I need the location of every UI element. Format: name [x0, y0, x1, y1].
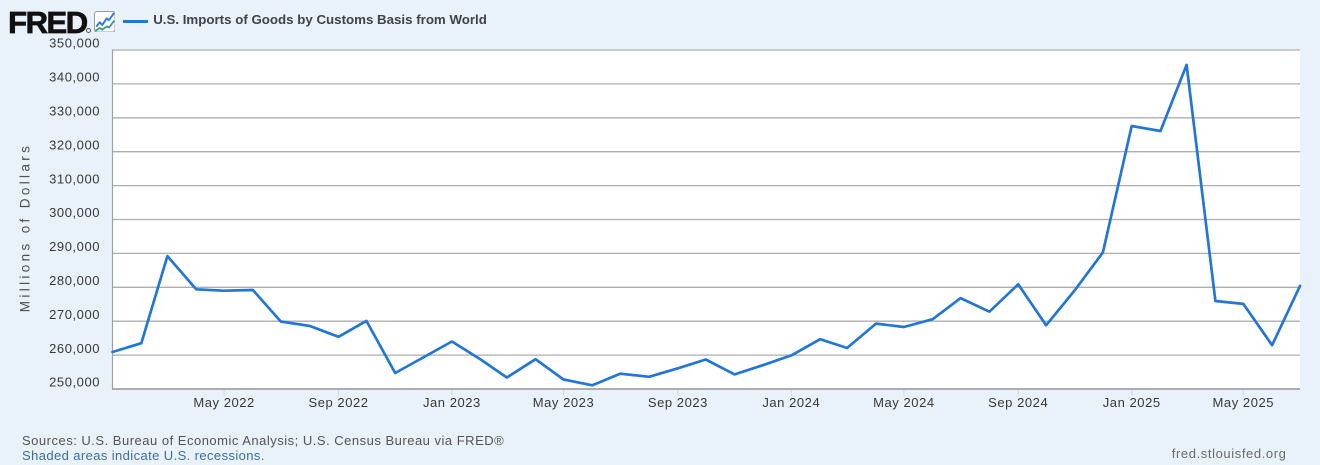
svg-text:310,000: 310,000	[49, 171, 100, 186]
svg-text:Sep 2023: Sep 2023	[648, 395, 708, 410]
svg-text:250,000: 250,000	[49, 375, 100, 390]
svg-text:May 2025: May 2025	[1213, 395, 1275, 410]
svg-text:290,000: 290,000	[49, 239, 100, 254]
svg-text:Sep 2024: Sep 2024	[988, 395, 1048, 410]
svg-text:May 2024: May 2024	[873, 395, 935, 410]
svg-text:Jan 2023: Jan 2023	[423, 395, 481, 410]
svg-text:Sep 2022: Sep 2022	[308, 395, 368, 410]
svg-text:280,000: 280,000	[49, 273, 100, 288]
svg-text:330,000: 330,000	[49, 104, 100, 119]
svg-text:Jan 2025: Jan 2025	[1103, 395, 1161, 410]
svg-text:260,000: 260,000	[49, 341, 100, 356]
svg-text:May 2023: May 2023	[533, 395, 595, 410]
svg-text:270,000: 270,000	[49, 307, 100, 322]
svg-text:320,000: 320,000	[49, 137, 100, 152]
svg-text:350,000: 350,000	[49, 36, 100, 51]
svg-text:May 2022: May 2022	[193, 395, 255, 410]
svg-text:Jan 2024: Jan 2024	[762, 395, 820, 410]
svg-text:340,000: 340,000	[49, 70, 100, 85]
svg-text:300,000: 300,000	[49, 205, 100, 220]
